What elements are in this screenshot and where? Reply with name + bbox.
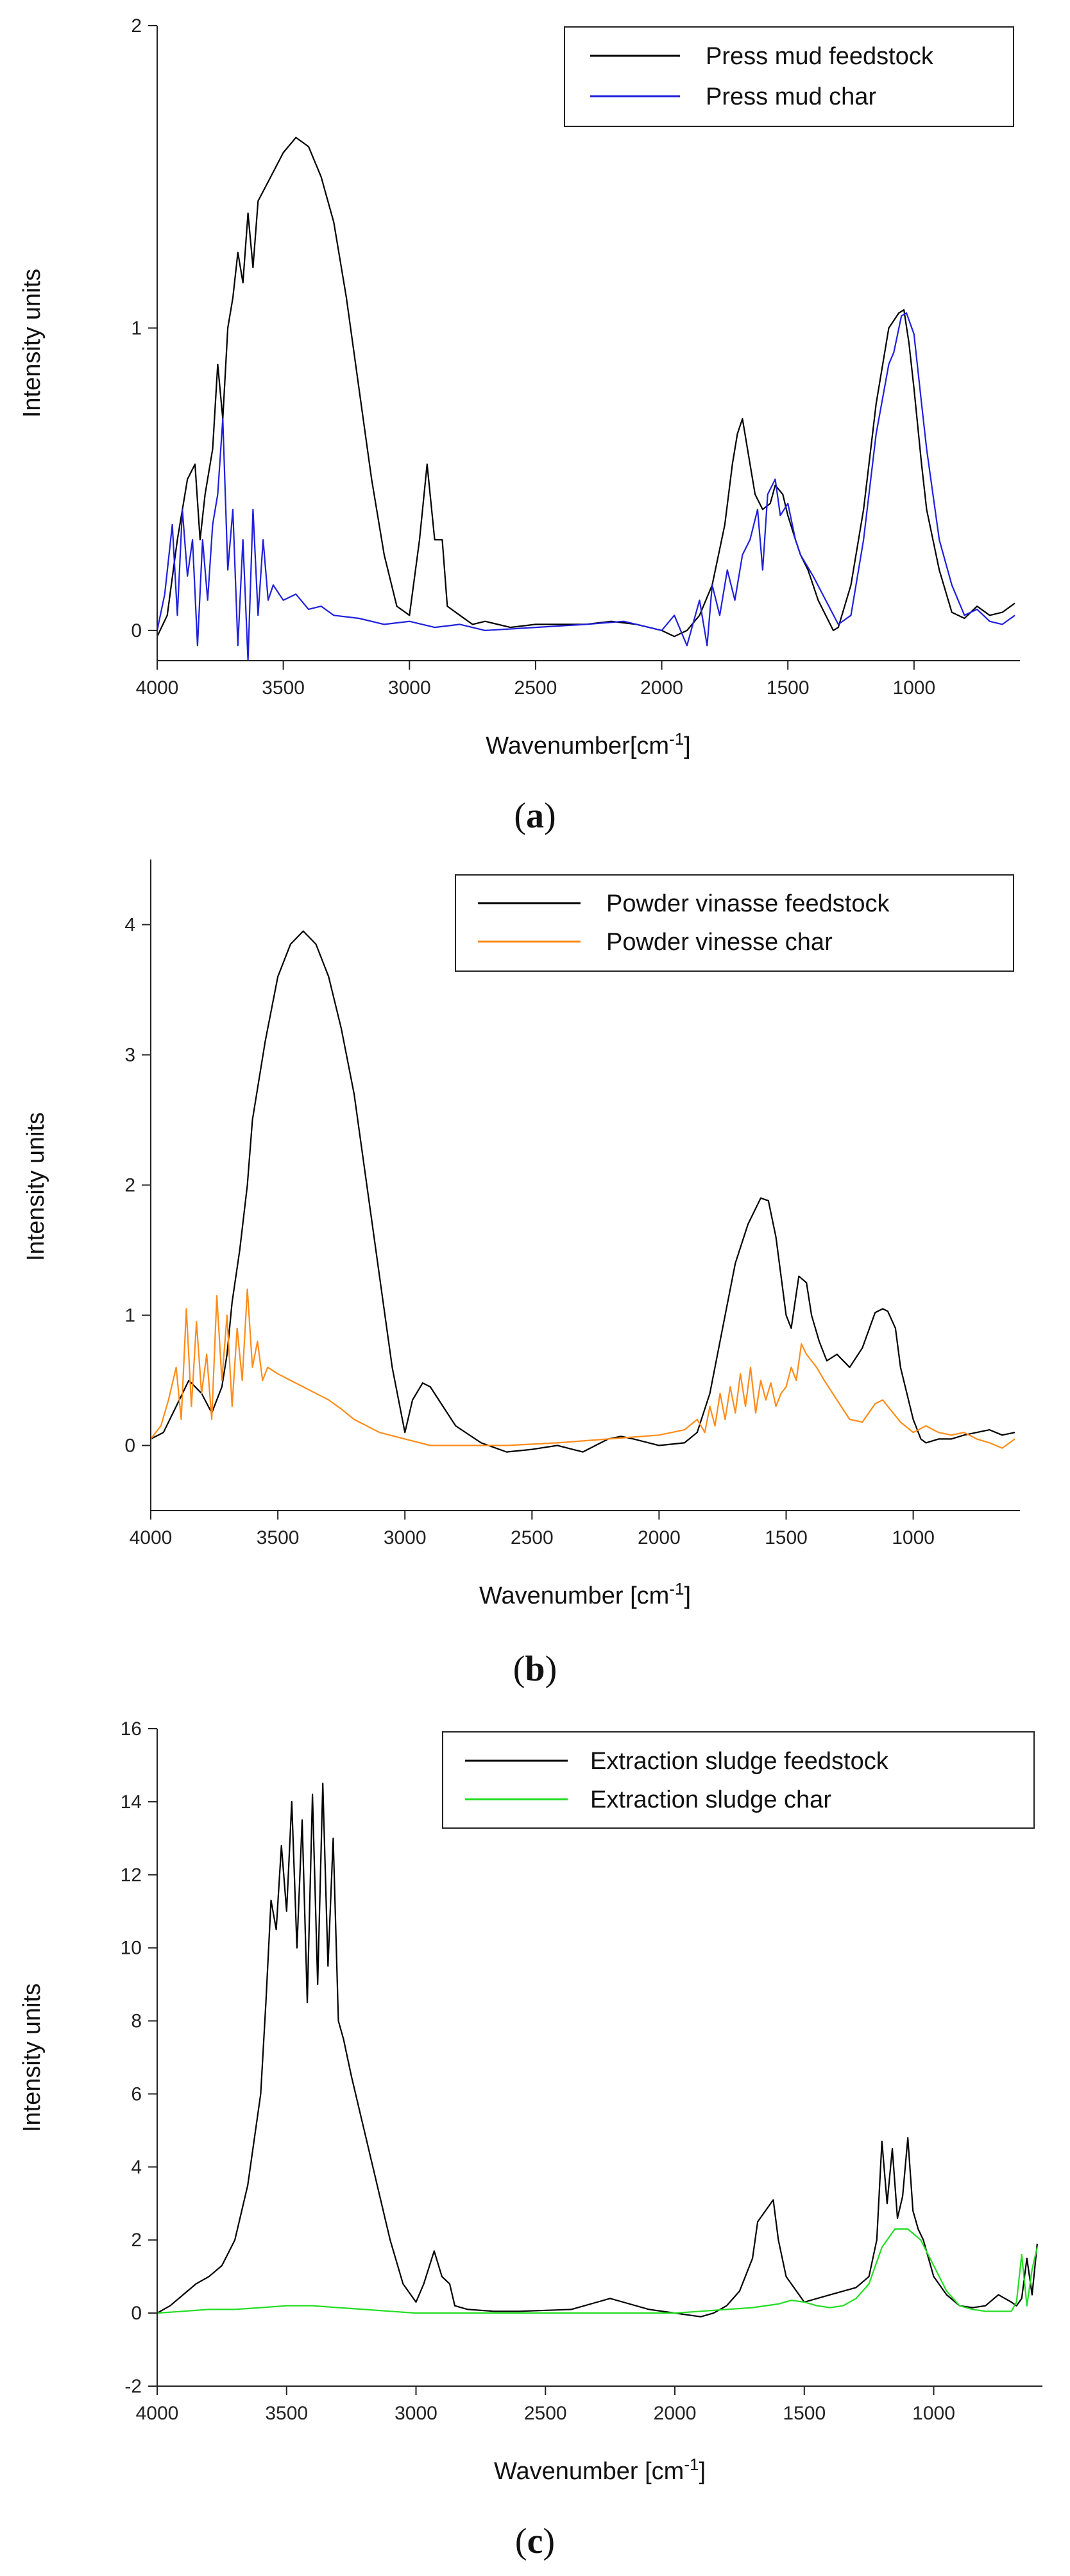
legend-label-1: Press mud char	[706, 83, 876, 110]
x-tick-label: 1000	[912, 2403, 955, 2424]
x-axis-label: Wavenumber [cm-1]	[479, 1579, 691, 1609]
legend: Press mud feedstock Press mud char	[564, 26, 1014, 127]
chart-panel-b: 4000 3500 3000 2500 2000 1500 1000 0 1 2 3 4 Wavenu…	[22, 860, 1020, 1689]
y-axis-label: Intensity units	[22, 1112, 49, 1261]
y-tick-label: 0	[124, 1436, 135, 1457]
y-tick-label: 14	[121, 1792, 142, 1813]
y-tick-label: 0	[131, 2303, 142, 2324]
x-tick-label: 4000	[136, 677, 179, 699]
caption-b: (b)	[513, 1649, 557, 1689]
x-tick-label: 1500	[765, 1527, 808, 1548]
legend-label-0: Powder vinasse feedstock	[606, 890, 890, 917]
x-tick-label: 2500	[511, 1527, 554, 1548]
y-tick-label: 6	[131, 2083, 142, 2105]
legend: Powder vinasse feedstock Powder vinesse …	[455, 874, 1014, 972]
x-tick-label: 3000	[384, 1527, 427, 1548]
y-tick-label: 2	[131, 2230, 142, 2251]
legend-label-1: Powder vinesse char	[606, 929, 833, 956]
legend: Extraction sludge feedstock Extraction s…	[442, 1731, 1035, 1829]
series-line-0	[150, 930, 1015, 1453]
y-axis-label: Intensity units	[19, 269, 46, 418]
x-tick-label: 2500	[514, 677, 557, 699]
x-tick-label: 1000	[892, 677, 935, 699]
legend-label-1: Extraction sludge char	[590, 1786, 831, 1813]
series-line-0	[157, 1783, 1038, 2318]
x-tick-label: 1500	[767, 677, 810, 699]
x-tick-label: 3500	[262, 677, 305, 699]
y-tick-label: 12	[121, 1865, 142, 1886]
x-axis-label: Wavenumber[cm-1]	[486, 729, 690, 759]
x-tick-label: 3000	[395, 2403, 437, 2424]
series-line-0	[157, 137, 1015, 638]
x-tick-label: 1000	[892, 1527, 935, 1548]
y-tick-label: -2	[124, 2376, 142, 2397]
x-tick-label: 2500	[524, 2403, 567, 2424]
y-tick-label: 3	[124, 1045, 135, 1066]
y-axis-label: Intensity units	[19, 1983, 46, 2132]
chart-panel-a: 4000 3500 3000 2500 2000 1500 1000 0 1 2 Wavenumb…	[19, 15, 1020, 836]
legend-box	[455, 874, 1014, 972]
y-tick-label: 2	[131, 15, 142, 37]
caption-a: (a)	[514, 796, 556, 836]
x-tick-label: 4000	[136, 2403, 179, 2424]
y-tick-label: 0	[131, 620, 142, 641]
chart-panel-c: 4000 3500 3000 2500 2000 1500 1000 -2 0 2 4 6 8 10 12 1…	[19, 1718, 1042, 2561]
legend-box	[564, 26, 1014, 127]
x-tick-label: 3500	[265, 2403, 308, 2424]
x-tick-label: 3500	[257, 1527, 300, 1548]
x-tick-label: 1500	[783, 2403, 826, 2424]
x-tick-label: 2000	[640, 677, 683, 699]
y-tick-label: 1	[131, 318, 142, 339]
legend-box	[442, 1731, 1035, 1829]
x-tick-label: 2000	[654, 2403, 697, 2424]
y-tick-label: 10	[121, 1938, 142, 1959]
x-tick-label: 2000	[638, 1527, 681, 1548]
series-line-1	[150, 1288, 1015, 1449]
x-tick-label: 4000	[130, 1527, 173, 1548]
y-tick-label: 1	[124, 1305, 135, 1326]
y-tick-label: 4	[124, 915, 135, 936]
y-tick-label: 2	[124, 1175, 135, 1196]
y-tick-label: 16	[121, 1718, 142, 1740]
legend-label-0: Press mud feedstock	[706, 43, 934, 70]
y-tick-label: 8	[131, 2011, 142, 2032]
series-line-1	[156, 312, 1015, 662]
series-line-1	[157, 2228, 1038, 2314]
y-tick-label: 4	[131, 2157, 142, 2178]
legend-label-0: Extraction sludge feedstock	[590, 1748, 889, 1775]
caption-c: (c)	[515, 2521, 555, 2561]
x-axis-label: Wavenumber [cm-1]	[494, 2455, 706, 2485]
x-tick-label: 3000	[388, 677, 431, 699]
